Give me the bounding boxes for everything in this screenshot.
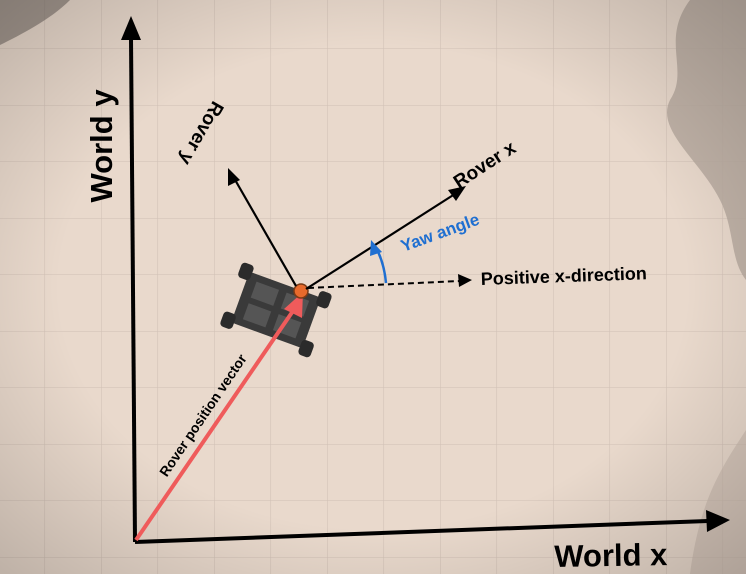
position-vector xyxy=(134,306,297,542)
world-x-arrowhead xyxy=(706,510,730,532)
rover-y-axis xyxy=(233,177,297,287)
world-axes xyxy=(121,16,730,544)
rover-x-arrowhead xyxy=(448,186,466,201)
world-y-label: World y xyxy=(84,89,119,203)
world-x-label: World x xyxy=(554,537,668,574)
position-vector-arrowhead xyxy=(284,292,303,318)
world-y-axis xyxy=(129,37,137,543)
world-x-axis xyxy=(134,519,709,544)
positive-x-direction-arrowhead xyxy=(458,274,472,287)
positive-x-direction-line xyxy=(307,280,461,289)
rover-y-arrowhead xyxy=(228,168,240,186)
yaw-arc-arrowhead xyxy=(370,240,382,256)
rover-x-axis xyxy=(305,191,459,290)
rover-origin-dot xyxy=(293,283,309,299)
world-y-arrowhead xyxy=(121,16,141,40)
